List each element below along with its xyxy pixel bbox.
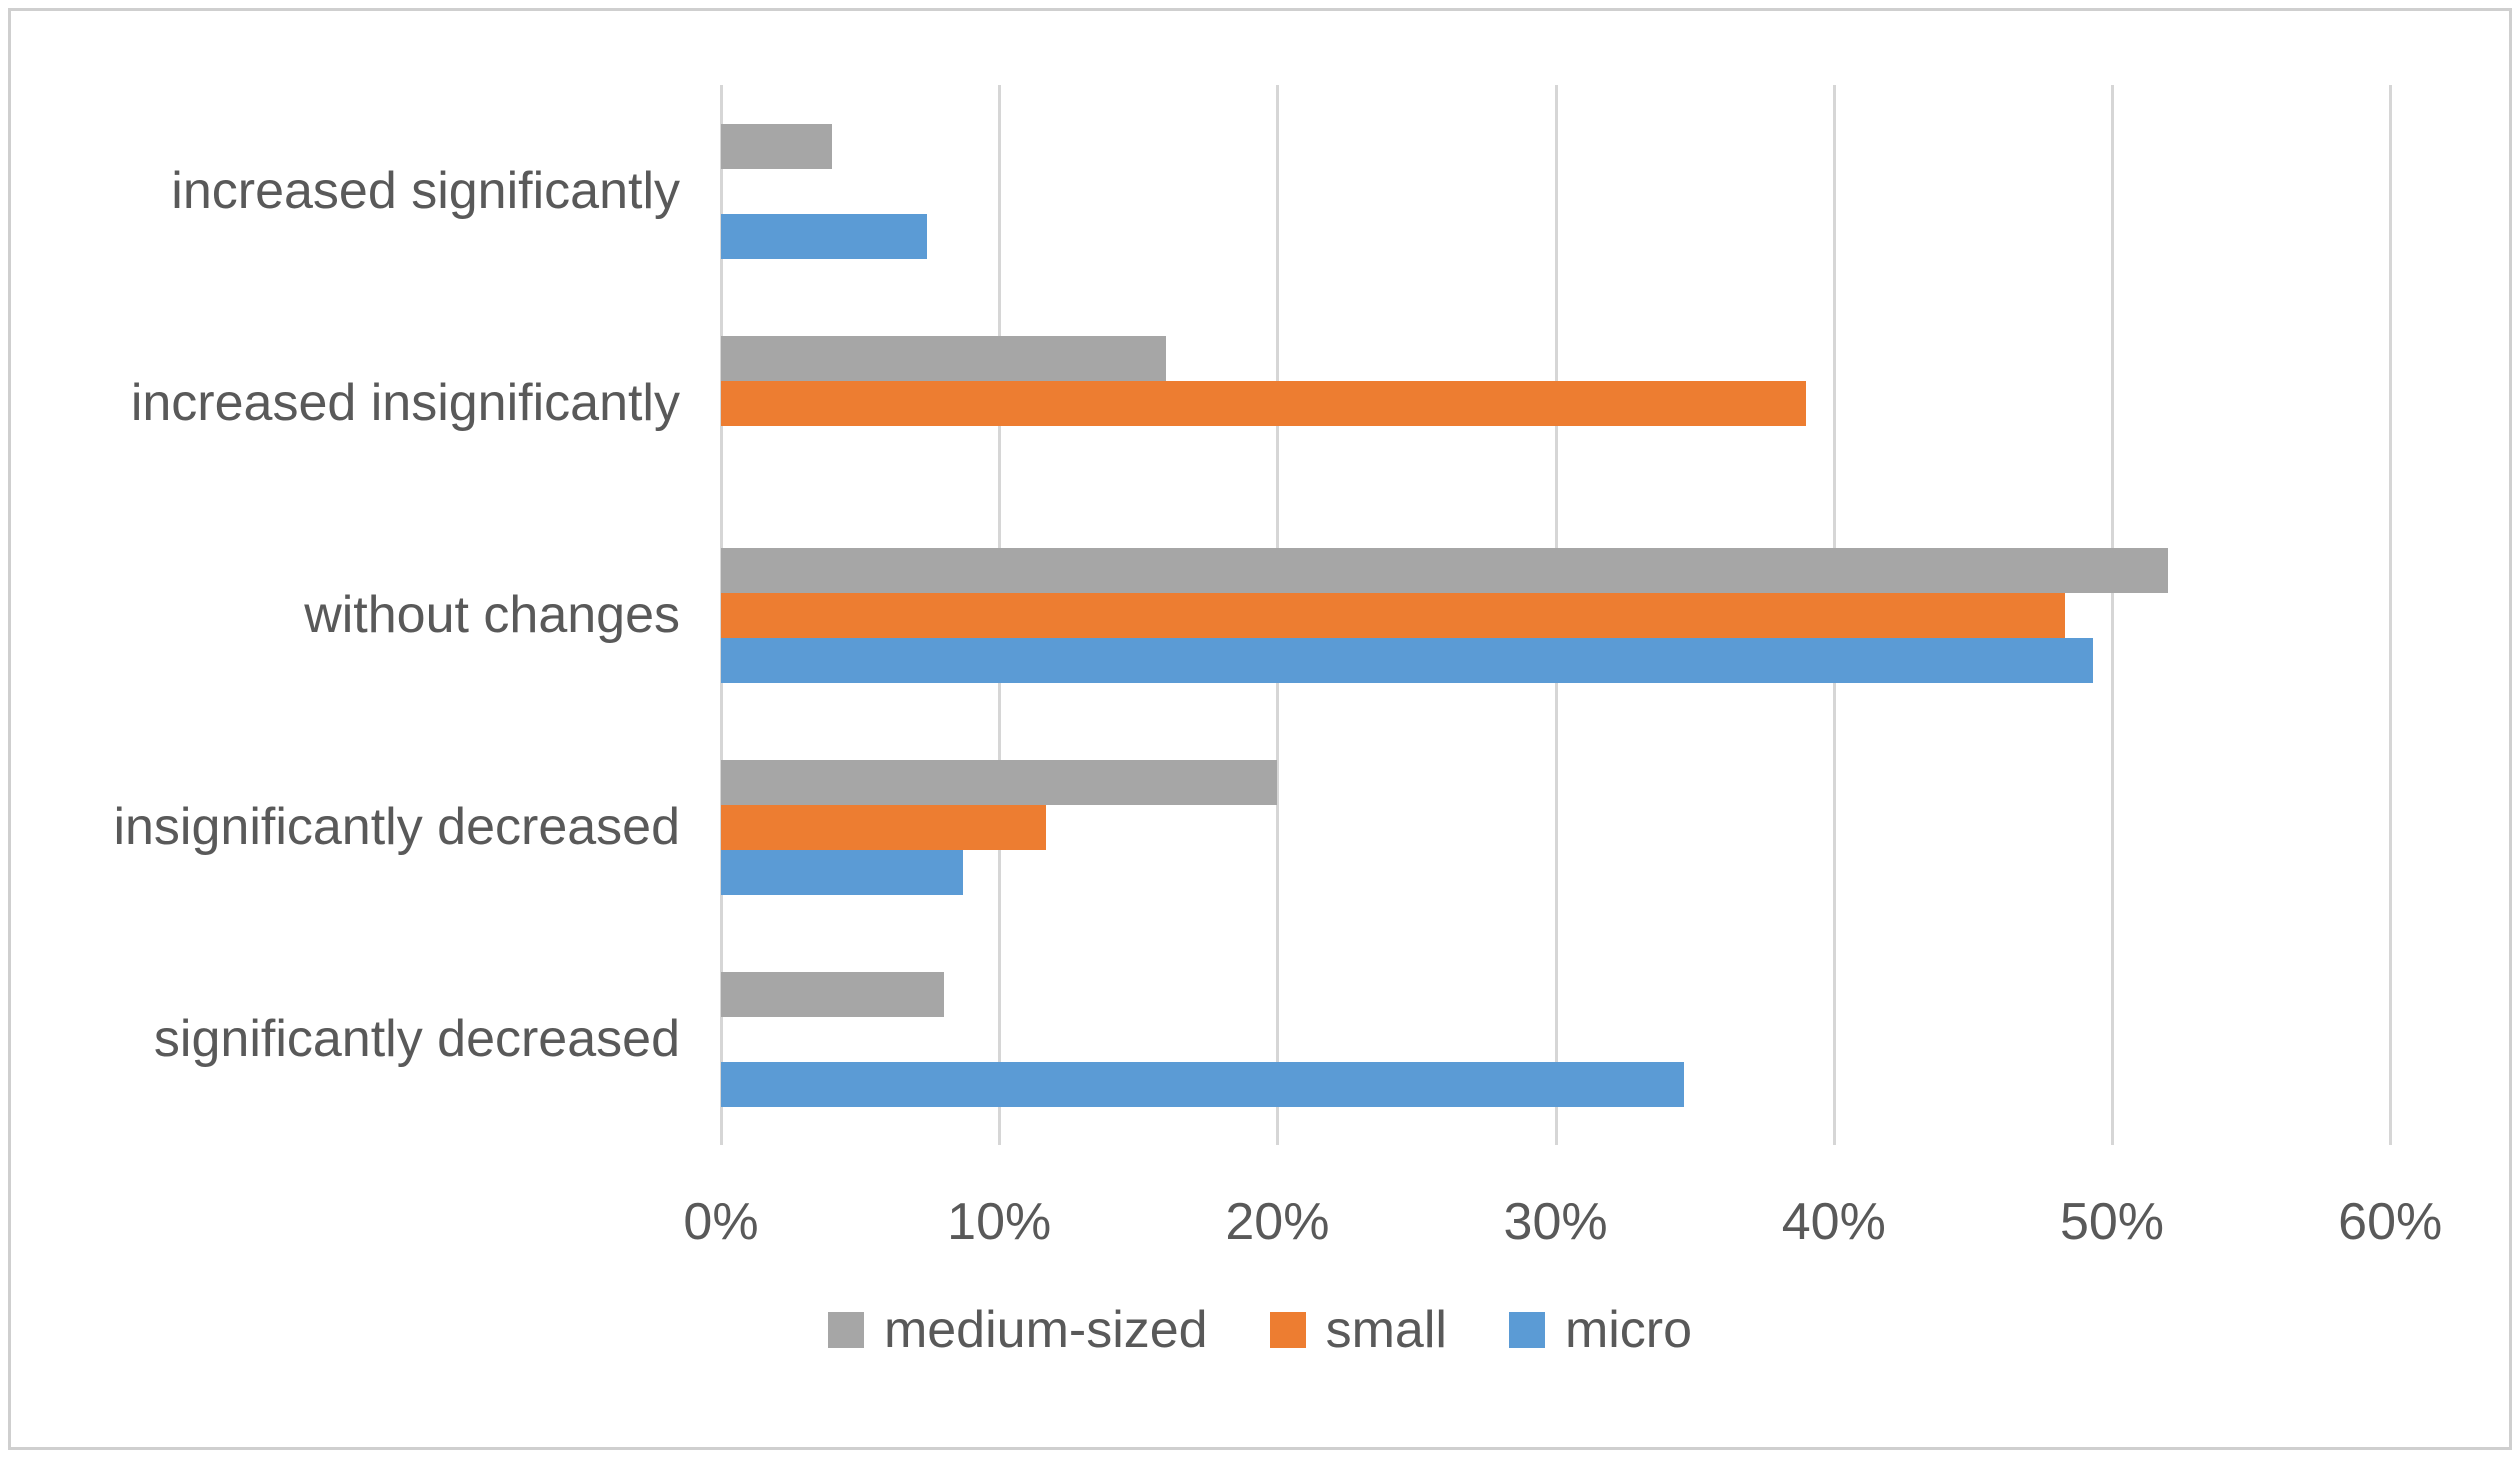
category-label: increased significantly [171, 162, 680, 220]
x-tick-label: 30% [1503, 1193, 1608, 1251]
legend-label: micro [1564, 1301, 1693, 1359]
legend-swatch-icon [1269, 1312, 1306, 1348]
bar-micro-2 [721, 637, 2093, 683]
bar-medium-sized-0 [721, 123, 833, 169]
category-label: significantly decreased [153, 1010, 680, 1068]
category-label: increased insignificantly [130, 374, 680, 432]
bar-micro-0 [721, 213, 927, 259]
legend-item-small: small [1269, 1300, 1447, 1360]
bar-medium-sized-4 [721, 971, 944, 1017]
x-tick-label: 20% [1225, 1193, 1330, 1251]
legend-swatch-icon [827, 1312, 864, 1348]
gridline [2111, 85, 2114, 1145]
legend-item-medium-sized: medium-sized [827, 1300, 1208, 1360]
legend-swatch-icon [1508, 1312, 1545, 1348]
legend-label: small [1325, 1301, 1447, 1359]
bar-medium-sized-1 [721, 335, 1167, 381]
legend: medium-sized small micro [0, 1300, 2520, 1360]
category-label: insignificantly decreased [113, 798, 680, 856]
x-tick-label: 10% [947, 1193, 1052, 1251]
legend-item-micro: micro [1508, 1300, 1693, 1360]
x-tick-label: 0% [683, 1193, 759, 1251]
bar-micro-3 [721, 849, 964, 895]
bar-small-2 [721, 592, 2065, 638]
x-tick-label: 60% [2338, 1193, 2443, 1251]
bar-micro-4 [721, 1061, 1684, 1107]
x-tick-label: 50% [2059, 1193, 2165, 1251]
bar-medium-sized-3 [721, 759, 1278, 805]
bar-small-3 [721, 804, 1047, 850]
gridline [2389, 85, 2393, 1145]
legend-label: medium-sized [883, 1301, 1208, 1359]
category-label: without changes [304, 586, 680, 644]
bar-small-1 [721, 380, 1806, 426]
bar-medium-sized-2 [721, 547, 2168, 593]
x-tick-label: 40% [1781, 1193, 1886, 1251]
